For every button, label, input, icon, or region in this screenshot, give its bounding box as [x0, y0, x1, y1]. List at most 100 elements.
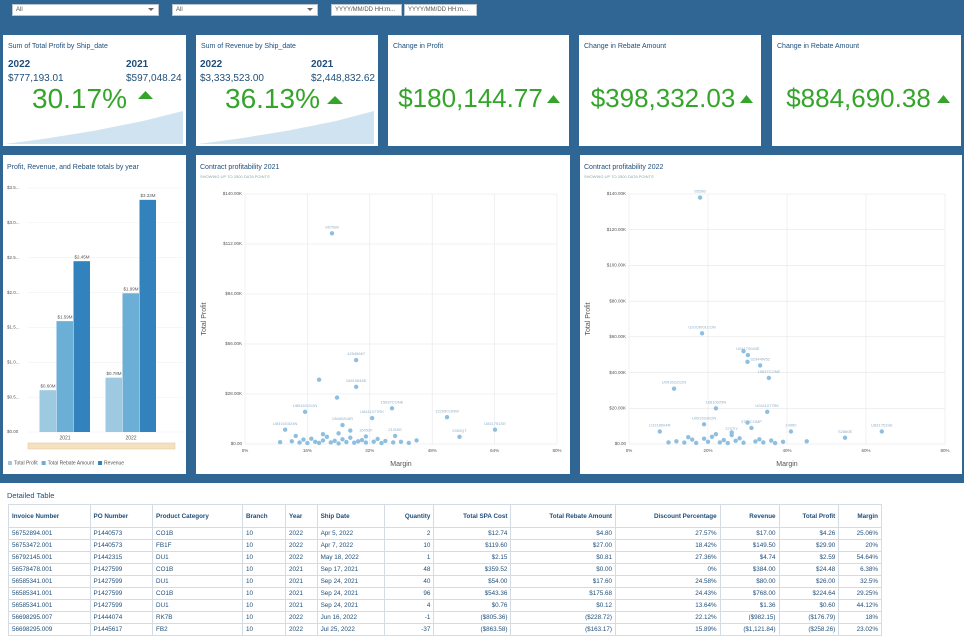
x-axis-label: Margin: [390, 461, 412, 468]
scatter-point: [713, 431, 719, 437]
bar: [122, 293, 139, 432]
scatter-point: [697, 195, 703, 200]
x-axis-label: Margin: [776, 461, 798, 468]
scatter-point: [293, 433, 298, 439]
scatter-point: [741, 440, 746, 445]
y-tick-label: $20.00K: [609, 405, 626, 410]
scatter-point: [316, 440, 322, 446]
table-cell: -1: [384, 611, 435, 624]
table-cell: 0%: [615, 563, 721, 576]
scatter-point: [753, 439, 758, 444]
table-row: 56585341.001 P1427599 CO1B 10 2021 Sep 24, 20…: [8, 587, 882, 600]
x-tick-label: 16%: [303, 448, 312, 453]
table-cell: 10: [241, 551, 287, 564]
table-cell: $80.00: [719, 575, 780, 588]
x-tick-label: 80%: [552, 448, 561, 453]
legend-swatch: [98, 461, 103, 465]
kpi-graphics: [198, 96, 374, 144]
y-tick-label: $1.0...: [7, 359, 20, 364]
table-cell: 40: [384, 575, 435, 588]
scatter-point: [879, 429, 884, 434]
scatter-point: [328, 440, 333, 445]
table-cell: $768.00: [719, 587, 780, 600]
y-tick-label: $28.00K: [225, 391, 242, 396]
table-cell: 2021: [285, 587, 318, 600]
table-cell: Sep 24, 2021: [316, 587, 386, 600]
kpi-graphics: [5, 91, 183, 144]
category-dropdown[interactable]: All: [172, 4, 318, 16]
table-cell: 56585341.001: [8, 575, 91, 588]
scatter-point: [313, 439, 318, 445]
point-label: 3720COMP: [741, 419, 762, 424]
table-cell: 10: [241, 563, 287, 576]
table-cell: $543.36: [433, 587, 512, 600]
y-tick-label: $120.00K: [607, 227, 626, 232]
date-end-input[interactable]: YYYY/MM/DD HH:m...: [404, 4, 477, 16]
bar: [73, 261, 90, 432]
invoice-dropdown[interactable]: All: [12, 4, 159, 16]
table-cell: 25.06%: [838, 527, 882, 540]
scatter-point: [348, 428, 353, 433]
table-cell: 27.57%: [615, 527, 721, 540]
scatter-point: [355, 439, 361, 444]
scatter-point: [305, 440, 310, 446]
scatter-point: [686, 435, 691, 440]
kpi-title: Change in Profit: [393, 43, 444, 50]
scatter-point: [391, 440, 396, 445]
scatter-point: [721, 437, 726, 443]
column-header: Invoice Number: [8, 504, 91, 528]
table-row: 56752894.001 P1440573 CO1B 10 2022 Apr 5, 202…: [8, 527, 882, 540]
scatter-point: [320, 438, 326, 443]
scatter-point: [705, 439, 711, 445]
date-start-input[interactable]: YYYY/MM/DD HH:m...: [331, 4, 402, 16]
table-cell: P1440573: [89, 539, 154, 552]
up-arrow: [138, 91, 153, 99]
y-tick-label: $80.00K: [609, 298, 626, 303]
point-label: 21/SKE: [388, 427, 402, 432]
column-header: Total Profit: [778, 504, 840, 528]
x-tick-label: 48%: [428, 448, 437, 453]
x-tick-label: 0%: [626, 448, 633, 453]
scatter-point: [741, 348, 746, 354]
table-cell: -37: [384, 623, 435, 636]
scatter-point: [302, 409, 308, 415]
y-tick-label: $2.5...: [7, 255, 20, 260]
table-cell: $119.60: [433, 539, 512, 552]
table-cell: 2021: [285, 599, 318, 612]
chart-title: Contract profitability 2022: [584, 164, 663, 171]
y-tick-label: $140.00K: [223, 191, 242, 196]
table-cell: RK7B: [152, 611, 243, 624]
table-cell: 2021: [285, 575, 318, 588]
scatter-point: [297, 440, 302, 445]
table-cell: 32.5%: [838, 575, 882, 588]
scatter-point: [699, 331, 705, 336]
table-cell: $0.12: [510, 599, 617, 612]
column-header: Ship Date: [316, 504, 386, 528]
scatter-point: [289, 439, 294, 444]
table-cell: Jun 16, 2022: [316, 611, 386, 624]
table-row: 56585341.001 P1427599 DU1 10 2021 Sep 24, 202…: [8, 599, 882, 612]
table-cell: 10: [241, 575, 287, 588]
y-tick-label: $3.0...: [7, 220, 20, 225]
data-label: $0.60M: [40, 383, 55, 388]
column-header: PO Number: [89, 504, 154, 528]
sparkline: [198, 111, 374, 144]
table-cell: 15.89%: [615, 623, 721, 636]
table-cell: $4.80: [510, 527, 617, 540]
table-cell: ($163.17): [510, 623, 617, 636]
point-label: U831751SE: [871, 423, 893, 428]
table-cell: P1445617: [89, 623, 154, 636]
table-row: 56753472.001 P1440573 FB1F 10 2022 Apr 7, 202…: [8, 539, 882, 552]
column-header: Branch: [241, 504, 287, 528]
kpi-title: Change in Rebate Amount: [584, 43, 667, 50]
table-cell: Apr 5, 2022: [316, 527, 386, 540]
point-label: 14950: [785, 423, 797, 428]
scatter-point: [329, 231, 335, 236]
chart-title: Profit, Revenue, and Rebate totals by ye…: [7, 164, 140, 171]
table-cell: CO1B: [152, 527, 243, 540]
table-cell: $17.00: [719, 527, 780, 540]
table-cell: 18%: [838, 611, 882, 624]
table-cell: 18.42%: [615, 539, 721, 552]
chart-card: Profit, Revenue, and Rebate totals by ye…: [3, 155, 186, 474]
detail-table: Invoice Number PO Number Product Category B…: [8, 504, 882, 636]
